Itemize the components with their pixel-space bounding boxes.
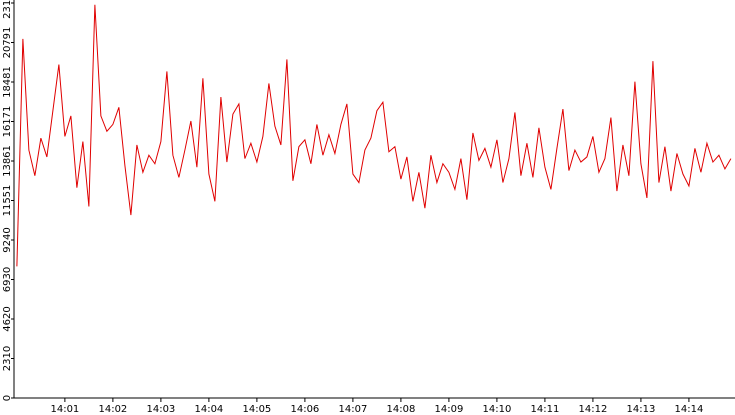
x-tick-label: 14:09 (434, 404, 463, 415)
x-tick-label: 14:03 (146, 404, 175, 415)
y-tick-label: 13861 (2, 145, 13, 177)
line-series (16, 4, 732, 267)
y-tick-label: 0 (2, 395, 13, 401)
x-tick-label: 14:14 (675, 404, 704, 415)
x-tick-label: 14:11 (530, 404, 559, 415)
x-tick-label: 14:04 (194, 404, 223, 415)
y-tick-label: 23102 (2, 0, 13, 19)
y-tick-label: 2310 (2, 346, 13, 371)
x-tick-label: 14:10 (482, 404, 511, 415)
y-tick-label: 16171 (2, 106, 13, 138)
x-tick-label: 14:08 (386, 404, 415, 415)
y-tick-label: 18481 (2, 66, 13, 98)
x-tick-label: 14:05 (242, 404, 271, 415)
y-tick-label: 20791 (2, 27, 13, 59)
x-tick-label: 14:07 (338, 404, 367, 415)
x-tick-label: 14:01 (50, 404, 79, 415)
y-tick-label: 4620 (2, 306, 13, 331)
x-tick-label: 14:13 (627, 404, 656, 415)
x-tick-label: 14:12 (578, 404, 607, 415)
y-tick-label: 9240 (2, 227, 13, 252)
x-tick-label: 14:06 (290, 404, 319, 415)
y-tick-label: 11551 (2, 185, 13, 217)
y-tick-label: 6930 (2, 267, 13, 292)
x-tick-label: 14:02 (98, 404, 127, 415)
